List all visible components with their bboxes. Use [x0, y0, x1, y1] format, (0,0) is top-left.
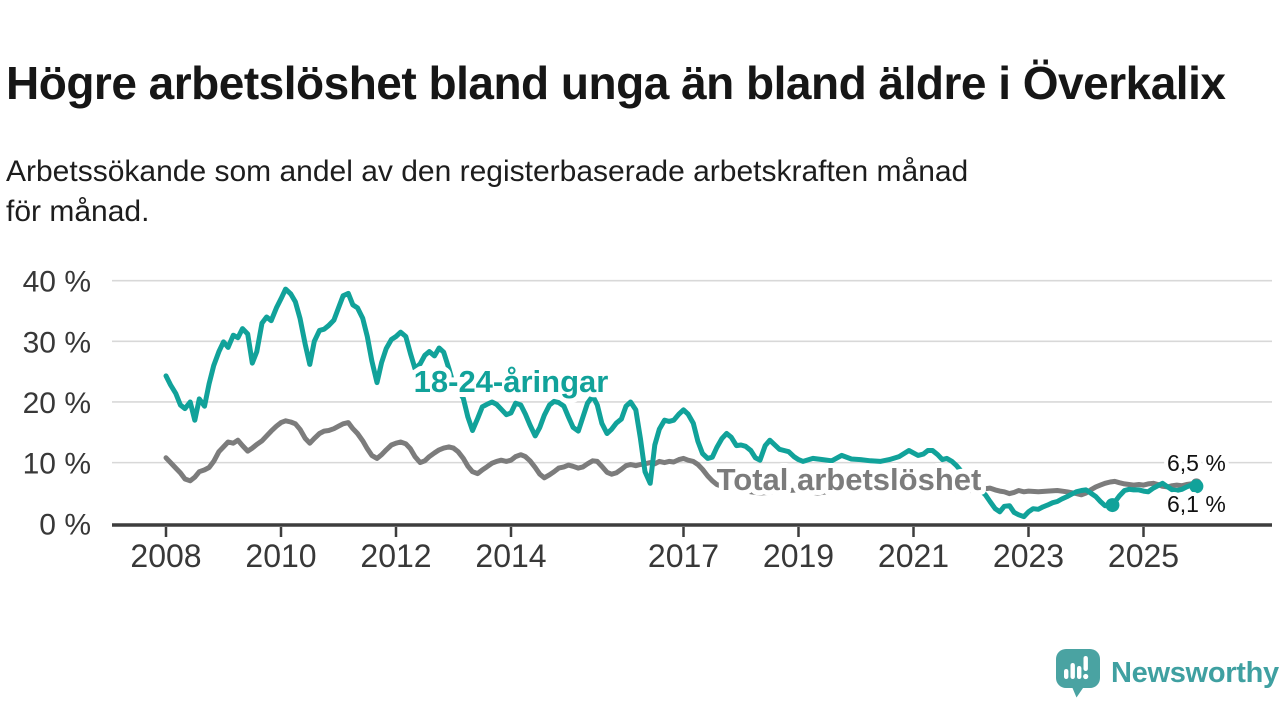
y-axis-label: 30 %: [23, 326, 91, 359]
y-axis-label: 0 %: [39, 508, 91, 541]
x-axis-label: 2012: [360, 538, 431, 574]
x-axis-label: 2014: [475, 538, 546, 574]
x-axis-label: 2019: [763, 538, 834, 574]
x-axis-label: 2023: [993, 538, 1064, 574]
data-point-marker: [1189, 479, 1204, 494]
data-point-marker: [1105, 498, 1120, 513]
x-axis-label: 2010: [245, 538, 316, 574]
series-label-Total arbetslöshet: Total arbetslöshet: [717, 462, 982, 497]
end-value-label: 6,1 %: [1167, 491, 1226, 517]
newsworthy-logo: Newsworthy: [1055, 649, 1279, 698]
y-axis-label: 20 %: [23, 387, 91, 420]
newsworthy-bubble-icon: [1056, 649, 1100, 698]
series-line-18-24-åringar: [163, 286, 1199, 520]
x-axis-label: 2021: [878, 538, 949, 574]
y-axis-label: 40 %: [23, 266, 91, 299]
end-value-label: 6,5 %: [1167, 450, 1226, 476]
series-label-18-24-åringar: 18-24-åringar: [414, 364, 609, 399]
y-axis-label: 10 %: [23, 448, 91, 481]
newsworthy-brand-text: Newsworthy: [1111, 656, 1279, 689]
chart-subtitle: Arbetssökande som andel av den registerb…: [6, 155, 969, 228]
series-line-Total arbetslöshet: [163, 418, 1199, 498]
x-axis-label: 2025: [1108, 538, 1179, 574]
x-axis-label: 2008: [130, 538, 201, 574]
x-axis-label: 2017: [648, 538, 719, 574]
page-title: Högre arbetslöshet bland unga än bland ä…: [6, 56, 1226, 109]
